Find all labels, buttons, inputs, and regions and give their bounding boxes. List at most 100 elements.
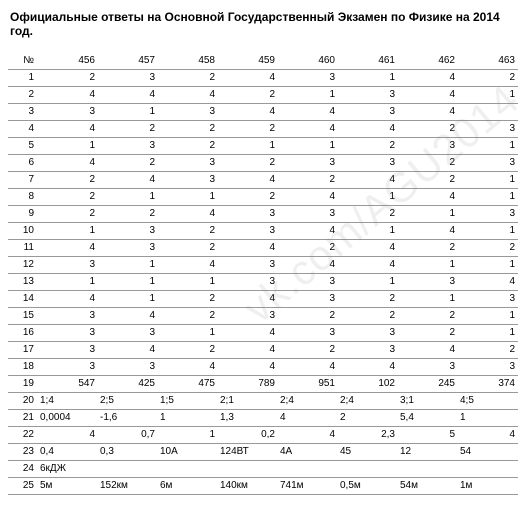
cell: 1	[458, 137, 518, 154]
cell: 5,4	[398, 409, 458, 426]
cell: 4	[458, 273, 518, 290]
row-num: 7	[8, 171, 38, 188]
cell: 0,0004	[38, 409, 98, 426]
row-num: 14	[8, 290, 38, 307]
cell: 3	[158, 103, 218, 120]
cell: 2,3	[338, 426, 398, 443]
table-row: 642323323	[8, 154, 518, 171]
cell: 3	[98, 358, 158, 375]
cell: 1	[158, 324, 218, 341]
cell: 3	[218, 273, 278, 290]
col-header-461: 461	[338, 52, 398, 69]
row-num: 13	[8, 273, 38, 290]
cell: 3	[38, 103, 98, 120]
cell: 1	[38, 222, 98, 239]
row-num: 2	[8, 86, 38, 103]
cell: 2	[218, 120, 278, 137]
table-row: 513211231	[8, 137, 518, 154]
cell	[458, 460, 518, 477]
col-header-462: 462	[398, 52, 458, 69]
cell: 1	[98, 256, 158, 273]
table-row: 1231434411	[8, 256, 518, 273]
table-row: 19547425475789951102245374	[8, 375, 518, 392]
cell: 2	[398, 324, 458, 341]
cell: 54м	[398, 477, 458, 494]
cell: 3	[458, 358, 518, 375]
cell: 4	[338, 358, 398, 375]
cell: 1	[398, 205, 458, 222]
cell	[98, 460, 158, 477]
cell: 2	[98, 120, 158, 137]
cell: 2	[278, 307, 338, 324]
table-row: 1633143321	[8, 324, 518, 341]
cell: 1	[338, 222, 398, 239]
cell: 3	[338, 154, 398, 171]
row-num: 11	[8, 239, 38, 256]
cell: 3	[458, 205, 518, 222]
cell: 12	[398, 443, 458, 460]
cell: 0,4	[38, 443, 98, 460]
cell: 124ВТ	[218, 443, 278, 460]
cell: 1	[458, 171, 518, 188]
cell: 4	[158, 86, 218, 103]
row-num: 23	[8, 443, 38, 460]
cell: 1	[278, 137, 338, 154]
row-num: 24	[8, 460, 38, 477]
table-row: 1311133134	[8, 273, 518, 290]
cell: 1	[38, 273, 98, 290]
row-num: 25	[8, 477, 38, 494]
cell: 2	[98, 205, 158, 222]
cell: 3	[338, 341, 398, 358]
cell: 2	[338, 307, 398, 324]
cell: 2	[218, 86, 278, 103]
cell	[218, 460, 278, 477]
cell: 1	[338, 69, 398, 86]
cell: 2	[38, 69, 98, 86]
cell: 3	[218, 307, 278, 324]
cell: 1	[398, 256, 458, 273]
row-num: 18	[8, 358, 38, 375]
cell: 4	[338, 256, 398, 273]
cell: 2	[158, 69, 218, 86]
cell: 152км	[98, 477, 158, 494]
col-header-463: 463	[458, 52, 518, 69]
cell: 4	[218, 69, 278, 86]
table-row: 201;42;51;52;12;42;43;14;5	[8, 392, 518, 409]
cell: 2;4	[278, 392, 338, 409]
cell: 2	[338, 409, 398, 426]
table-row: 1534232221	[8, 307, 518, 324]
cell: 4	[398, 341, 458, 358]
cell: 2	[158, 341, 218, 358]
cell: 3	[458, 290, 518, 307]
cell: 3	[398, 273, 458, 290]
cell: 2	[158, 290, 218, 307]
cell: 4	[338, 239, 398, 256]
cell: 140км	[218, 477, 278, 494]
cell: 1	[458, 222, 518, 239]
cell: 0,3	[98, 443, 158, 460]
table-row: 230,40,310А124ВТ4А451254	[8, 443, 518, 460]
cell: -1,6	[98, 409, 158, 426]
cell: 0,7	[98, 426, 158, 443]
cell: 3	[398, 137, 458, 154]
cell: 1	[458, 409, 518, 426]
cell: 54	[458, 443, 518, 460]
col-header-459: 459	[218, 52, 278, 69]
cell: 4	[158, 205, 218, 222]
cell: 3	[98, 69, 158, 86]
cell: 4	[278, 222, 338, 239]
cell: 3	[38, 307, 98, 324]
cell: 1	[458, 86, 518, 103]
row-num: 12	[8, 256, 38, 273]
cell: 2	[398, 154, 458, 171]
row-num: 3	[8, 103, 38, 120]
cell	[458, 103, 518, 120]
row-num: 17	[8, 341, 38, 358]
cell: 4	[398, 86, 458, 103]
cell: 6м	[158, 477, 218, 494]
cell: 4	[218, 290, 278, 307]
cell: 4	[38, 154, 98, 171]
cell: 1	[458, 324, 518, 341]
cell: 4	[38, 120, 98, 137]
cell: 4	[98, 86, 158, 103]
